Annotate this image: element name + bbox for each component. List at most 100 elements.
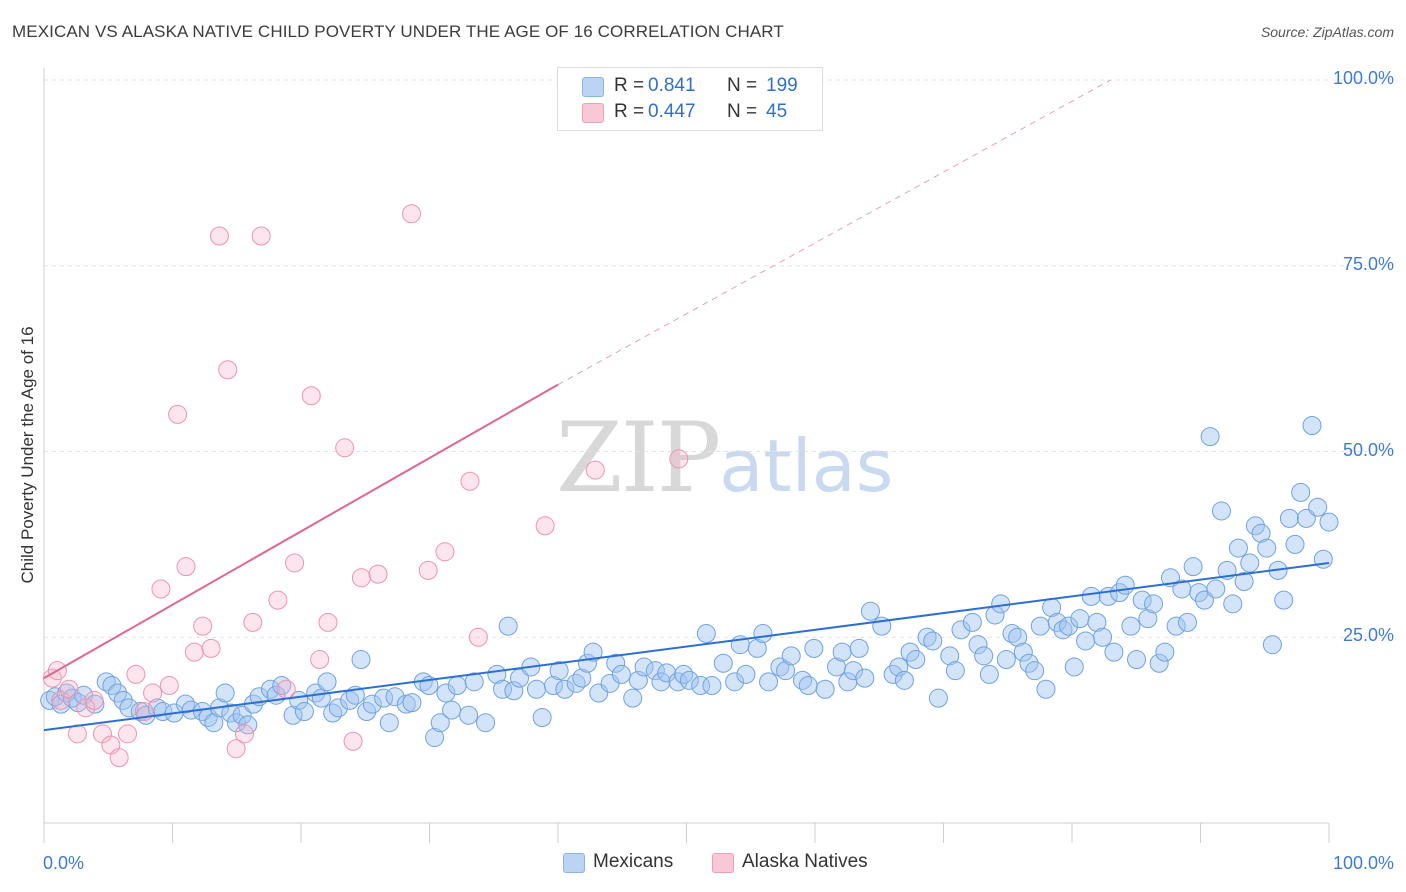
mexicans-point — [747, 638, 767, 658]
alaska-natives-point — [184, 642, 204, 662]
mexicans-point — [1076, 631, 1096, 651]
mexicans-point — [776, 661, 796, 681]
mexicans-point — [1177, 612, 1197, 632]
legend-swatch-mexicans — [563, 853, 585, 873]
mexicans-point — [804, 638, 824, 658]
r-value: 0.447 — [648, 101, 696, 122]
mexicans-point — [362, 694, 382, 714]
mexicans-point — [96, 672, 116, 692]
x-tick-label-min: 0.0% — [43, 853, 85, 873]
alaska-natives-point — [301, 386, 321, 406]
mexicans-point — [1155, 642, 1175, 662]
watermark-atlas: atlas — [719, 424, 894, 508]
mexicans-point — [555, 679, 575, 699]
mexicans-point — [855, 668, 875, 688]
x-tick-label-max: 100.0% — [1332, 853, 1394, 873]
mexicans-point — [634, 657, 654, 677]
mexicans-point — [894, 670, 914, 690]
mexicans-point — [962, 612, 982, 632]
mexicans-point — [1251, 523, 1271, 543]
alaska-natives-point — [368, 564, 388, 584]
mexicans-point — [543, 676, 563, 696]
mexicans-point — [1138, 609, 1158, 629]
watermark-zip: ZIP — [556, 402, 721, 514]
mexicans-point — [1002, 624, 1022, 644]
legend-swatch-alaska-natives — [712, 853, 734, 873]
mexicans-point — [504, 681, 524, 701]
mexicans-point — [849, 638, 869, 658]
mexicans-point — [1030, 616, 1050, 636]
alaska-natives-point — [251, 226, 271, 246]
mexicans-point — [696, 624, 716, 644]
mexicans-point — [1223, 594, 1243, 614]
n-value: 45 — [766, 101, 788, 122]
mexicans-point — [991, 594, 1011, 614]
mexicans-point — [1302, 415, 1322, 435]
mexicans-point — [725, 672, 745, 692]
mexicans-point — [442, 700, 462, 720]
mexicans-point — [1319, 512, 1339, 532]
mexicans-point — [1036, 679, 1056, 699]
mexicans-point — [260, 679, 280, 699]
mexicans-point — [917, 627, 937, 647]
mexicans-point — [176, 694, 196, 714]
mexicans-point — [425, 728, 445, 748]
mexicans-point — [979, 664, 999, 684]
alaska-natives-point — [268, 590, 288, 610]
mexicans-point — [798, 676, 818, 696]
mexicans-point — [1257, 538, 1277, 558]
alaska-natives-point — [193, 616, 213, 636]
mexicans-point — [566, 673, 586, 693]
alaska-natives-point — [76, 698, 96, 718]
mexicans-point — [945, 661, 965, 681]
alaska-natives-point — [468, 627, 488, 647]
y-tick-label: 50.0% — [1342, 439, 1394, 460]
mexicans-point — [928, 688, 948, 708]
mexicans-point — [1008, 627, 1028, 647]
mexicans-point — [996, 650, 1016, 670]
alaska-natives-point — [143, 683, 163, 703]
mexicans-point — [1291, 482, 1311, 502]
alaska-natives-point — [585, 460, 605, 480]
mexicans-point — [464, 672, 484, 692]
alaska-natives-point — [402, 204, 422, 224]
alaska-natives-point — [276, 679, 296, 699]
mexicans-point — [674, 664, 694, 684]
alaska-natives-point — [218, 360, 238, 380]
mexicans-point — [753, 624, 773, 644]
mexicans-point — [611, 664, 631, 684]
mexicans-point — [323, 703, 343, 723]
mexicans-point — [781, 646, 801, 666]
mexicans-point — [1093, 627, 1113, 647]
legend-label-alaska-natives: Alaska Natives — [742, 851, 868, 872]
mexicans-point — [294, 702, 314, 722]
r-value: 0.841 — [648, 75, 696, 96]
mexicans-point — [351, 650, 371, 670]
alaska-natives-point — [59, 679, 79, 699]
y-tick-label: 75.0% — [1342, 253, 1394, 274]
mexicans-point — [1115, 575, 1135, 595]
n-value: 199 — [766, 75, 798, 96]
mexicans-point — [1183, 557, 1203, 577]
mexicans-point — [1053, 620, 1073, 640]
mexicans-point — [815, 679, 835, 699]
mexicans-point — [940, 646, 960, 666]
mexicans-point — [651, 672, 671, 692]
mexicans-point — [232, 705, 252, 725]
mexicans-point — [736, 664, 756, 684]
mexicans-point — [340, 690, 360, 710]
mexicans-point — [498, 616, 518, 636]
alaska-natives-point — [435, 542, 455, 562]
alaska-natives-point — [118, 724, 138, 744]
r-label: R = — [614, 101, 645, 122]
mexicans-point — [40, 690, 60, 710]
mexicans-point — [583, 642, 603, 662]
alaska-natives-point — [318, 612, 338, 632]
legend-swatch-mexicans — [582, 77, 604, 97]
alaska-natives-point — [201, 638, 221, 658]
mexicans-point — [770, 657, 790, 677]
mexicans-point — [1166, 616, 1186, 636]
mexicans-point — [1234, 572, 1254, 592]
mexicans-point — [447, 676, 467, 696]
mexicans-point — [906, 650, 926, 670]
